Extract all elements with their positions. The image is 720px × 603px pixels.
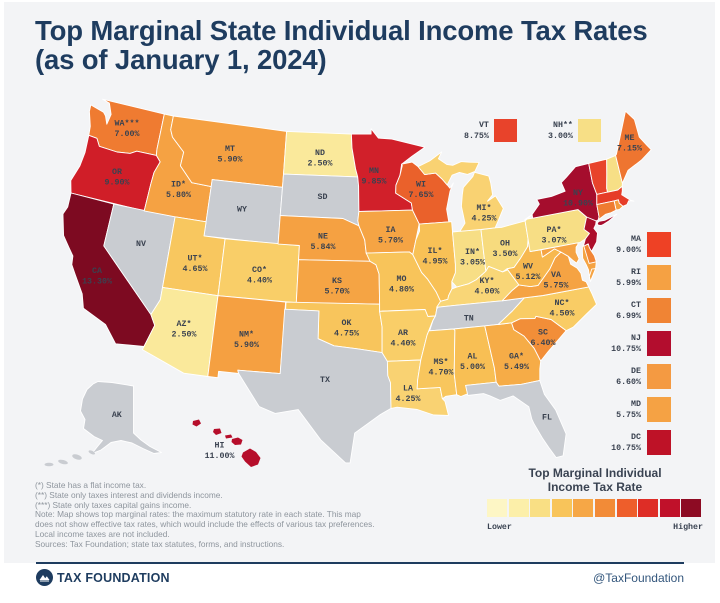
svg-text:9.90%: 9.90% [105,178,130,187]
svg-text:4.40%: 4.40% [391,339,416,348]
svg-text:WI: WI [416,181,426,190]
svg-text:5.75%: 5.75% [544,281,569,290]
svg-text:GA*: GA* [509,352,524,362]
svg-text:TN: TN [464,315,474,324]
svg-text:7.65%: 7.65% [409,191,434,200]
svg-text:WA***: WA*** [115,119,140,129]
svg-text:10.90%: 10.90% [563,199,593,208]
svg-text:TX: TX [320,376,330,385]
svg-text:5.70%: 5.70% [325,287,350,296]
svg-text:AK: AK [112,411,122,420]
svg-text:MN: MN [369,167,379,176]
svg-text:HI: HI [215,442,225,451]
svg-text:WV: WV [523,263,533,272]
svg-text:7.00%: 7.00% [115,130,140,139]
svg-text:NE: NE [318,233,328,242]
svg-text:IA: IA [386,226,396,235]
svg-text:ME: ME [625,134,635,143]
svg-text:5.49%: 5.49% [504,363,529,372]
svg-text:MS*: MS* [434,357,449,367]
svg-text:4.70%: 4.70% [429,368,454,377]
svg-text:13.30%: 13.30% [82,277,112,286]
svg-text:5.90%: 5.90% [234,341,259,350]
svg-text:LA: LA [403,385,413,394]
svg-text:2.50%: 2.50% [172,330,197,339]
svg-text:FL: FL [542,414,552,423]
svg-text:7.15%: 7.15% [617,144,642,153]
svg-text:5.70%: 5.70% [378,236,403,245]
svg-text:4.00%: 4.00% [475,287,500,296]
svg-text:ND: ND [315,149,325,158]
svg-text:SC: SC [538,329,548,338]
svg-text:3.05%: 3.05% [460,258,485,267]
svg-text:SD: SD [318,193,328,202]
svg-text:IN*: IN* [465,247,480,257]
svg-text:UT*: UT* [188,254,203,264]
svg-text:4.75%: 4.75% [334,329,359,338]
svg-text:OH: OH [500,240,510,249]
svg-text:NC*: NC* [555,298,570,308]
svg-text:AZ*: AZ* [177,319,192,329]
svg-text:4.80%: 4.80% [389,285,414,294]
svg-text:KS: KS [332,277,342,286]
svg-text:4.65%: 4.65% [183,265,208,274]
svg-text:NY: NY [573,189,583,198]
svg-text:CA: CA [92,267,102,276]
svg-text:5.12%: 5.12% [516,273,541,282]
svg-text:CO*: CO* [252,265,267,275]
svg-text:6.40%: 6.40% [531,339,556,348]
svg-text:MI*: MI* [477,203,492,213]
svg-text:VA: VA [551,271,561,280]
svg-text:3.07%: 3.07% [542,236,567,245]
svg-text:PA*: PA* [547,225,562,235]
svg-text:4.50%: 4.50% [550,309,575,318]
svg-text:2.50%: 2.50% [308,159,333,168]
svg-text:NV: NV [136,240,146,249]
svg-text:OR: OR [112,168,122,177]
svg-text:KY*: KY* [480,276,495,286]
svg-text:NM*: NM* [239,330,254,340]
svg-text:9.85%: 9.85% [362,177,387,186]
svg-text:MT: MT [225,145,235,154]
svg-text:3.50%: 3.50% [493,250,518,259]
svg-text:5.90%: 5.90% [218,155,243,164]
svg-text:AL: AL [468,353,478,362]
svg-text:11.00%: 11.00% [205,452,235,461]
svg-text:AR: AR [398,329,408,338]
svg-text:WY: WY [237,206,247,215]
svg-text:IL*: IL* [428,246,443,256]
svg-text:ID*: ID* [171,180,186,190]
svg-text:OK: OK [342,319,352,328]
svg-text:5.84%: 5.84% [311,243,336,252]
svg-text:4.40%: 4.40% [247,276,272,285]
svg-text:5.80%: 5.80% [166,191,191,200]
svg-text:4.25%: 4.25% [396,395,421,404]
svg-text:MO: MO [397,275,407,284]
svg-text:5.00%: 5.00% [460,363,485,372]
svg-text:4.95%: 4.95% [423,257,448,266]
svg-text:4.25%: 4.25% [472,214,497,223]
